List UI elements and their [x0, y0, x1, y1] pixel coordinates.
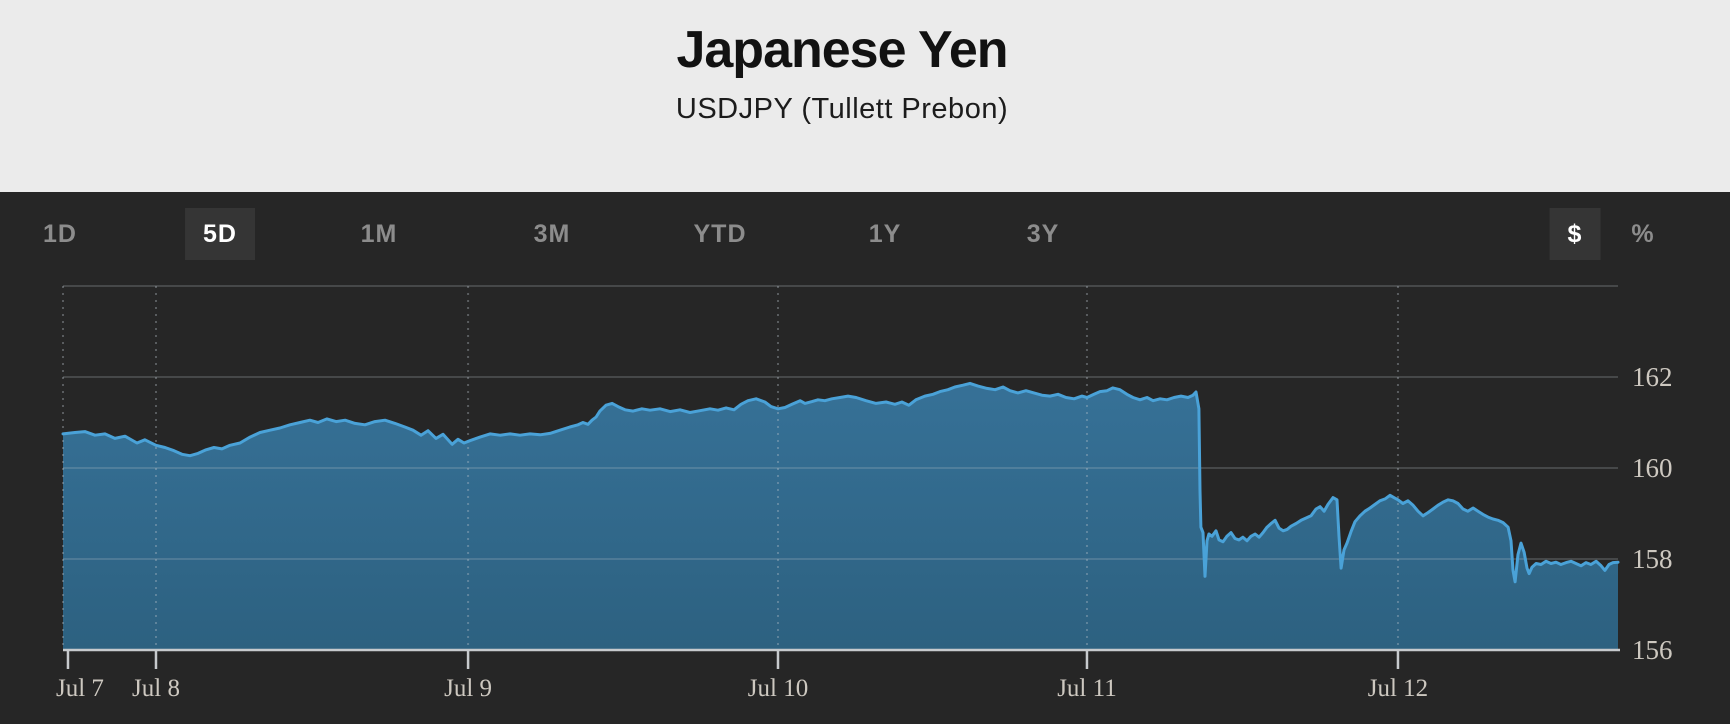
tab-range-3m[interactable]: 3M: [533, 220, 571, 248]
y-tick-label-158: 158: [1632, 544, 1673, 574]
price-area-fill: [63, 383, 1618, 650]
tab-range-5d[interactable]: 5D: [185, 208, 255, 260]
y-tick-label-156: 156: [1632, 635, 1673, 665]
tab-range-3y[interactable]: 3Y: [1026, 220, 1060, 248]
x-tick-label: Jul 9: [444, 675, 492, 702]
x-tick-label: Jul 7: [56, 675, 104, 702]
range-toolbar: 1D 5D 1M 3M YTD 1Y 3Y $%: [0, 192, 1730, 262]
page-subtitle: USDJPY (Tullett Prebon): [675, 93, 1009, 126]
x-tick-label: Jul 11: [1057, 675, 1117, 702]
y-tick-label-160: 160: [1632, 453, 1673, 483]
x-tick-label: Jul 8: [132, 675, 180, 702]
page-title: Japanese Yen: [676, 21, 1008, 79]
area-chart-canvas[interactable]: Jul 7 Jul 8 Jul 9 Jul 10 Jul 11 Jul 12 156 158 1…: [0, 262, 1730, 719]
tab-range-ytd[interactable]: YTD: [693, 220, 747, 248]
tab-range-1d[interactable]: 1D: [43, 220, 77, 248]
x-tick-label: Jul 10: [748, 675, 808, 702]
x-tick-label: Jul 12: [1368, 675, 1428, 702]
page-header: Japanese Yen USDJPY (Tullett Prebon): [0, 0, 1730, 192]
unit-toggle-percent[interactable]: %: [1631, 220, 1655, 248]
tab-range-1m[interactable]: 1M: [360, 220, 398, 248]
chart-panel: 1D 5D 1M 3M YTD 1Y 3Y $% Jul 7 Jul 8 Jul 9 Jul 10 J…: [0, 192, 1730, 719]
price-line: [61, 381, 1620, 584]
tab-range-1y[interactable]: 1Y: [868, 220, 902, 248]
y-tick-label-162: 162: [1632, 362, 1673, 392]
price-chart: Jul 7 Jul 8 Jul 9 Jul 10 Jul 11 Jul 12 156 158 1…: [0, 262, 1730, 719]
unit-toggle-dollar[interactable]: $: [1549, 208, 1601, 260]
